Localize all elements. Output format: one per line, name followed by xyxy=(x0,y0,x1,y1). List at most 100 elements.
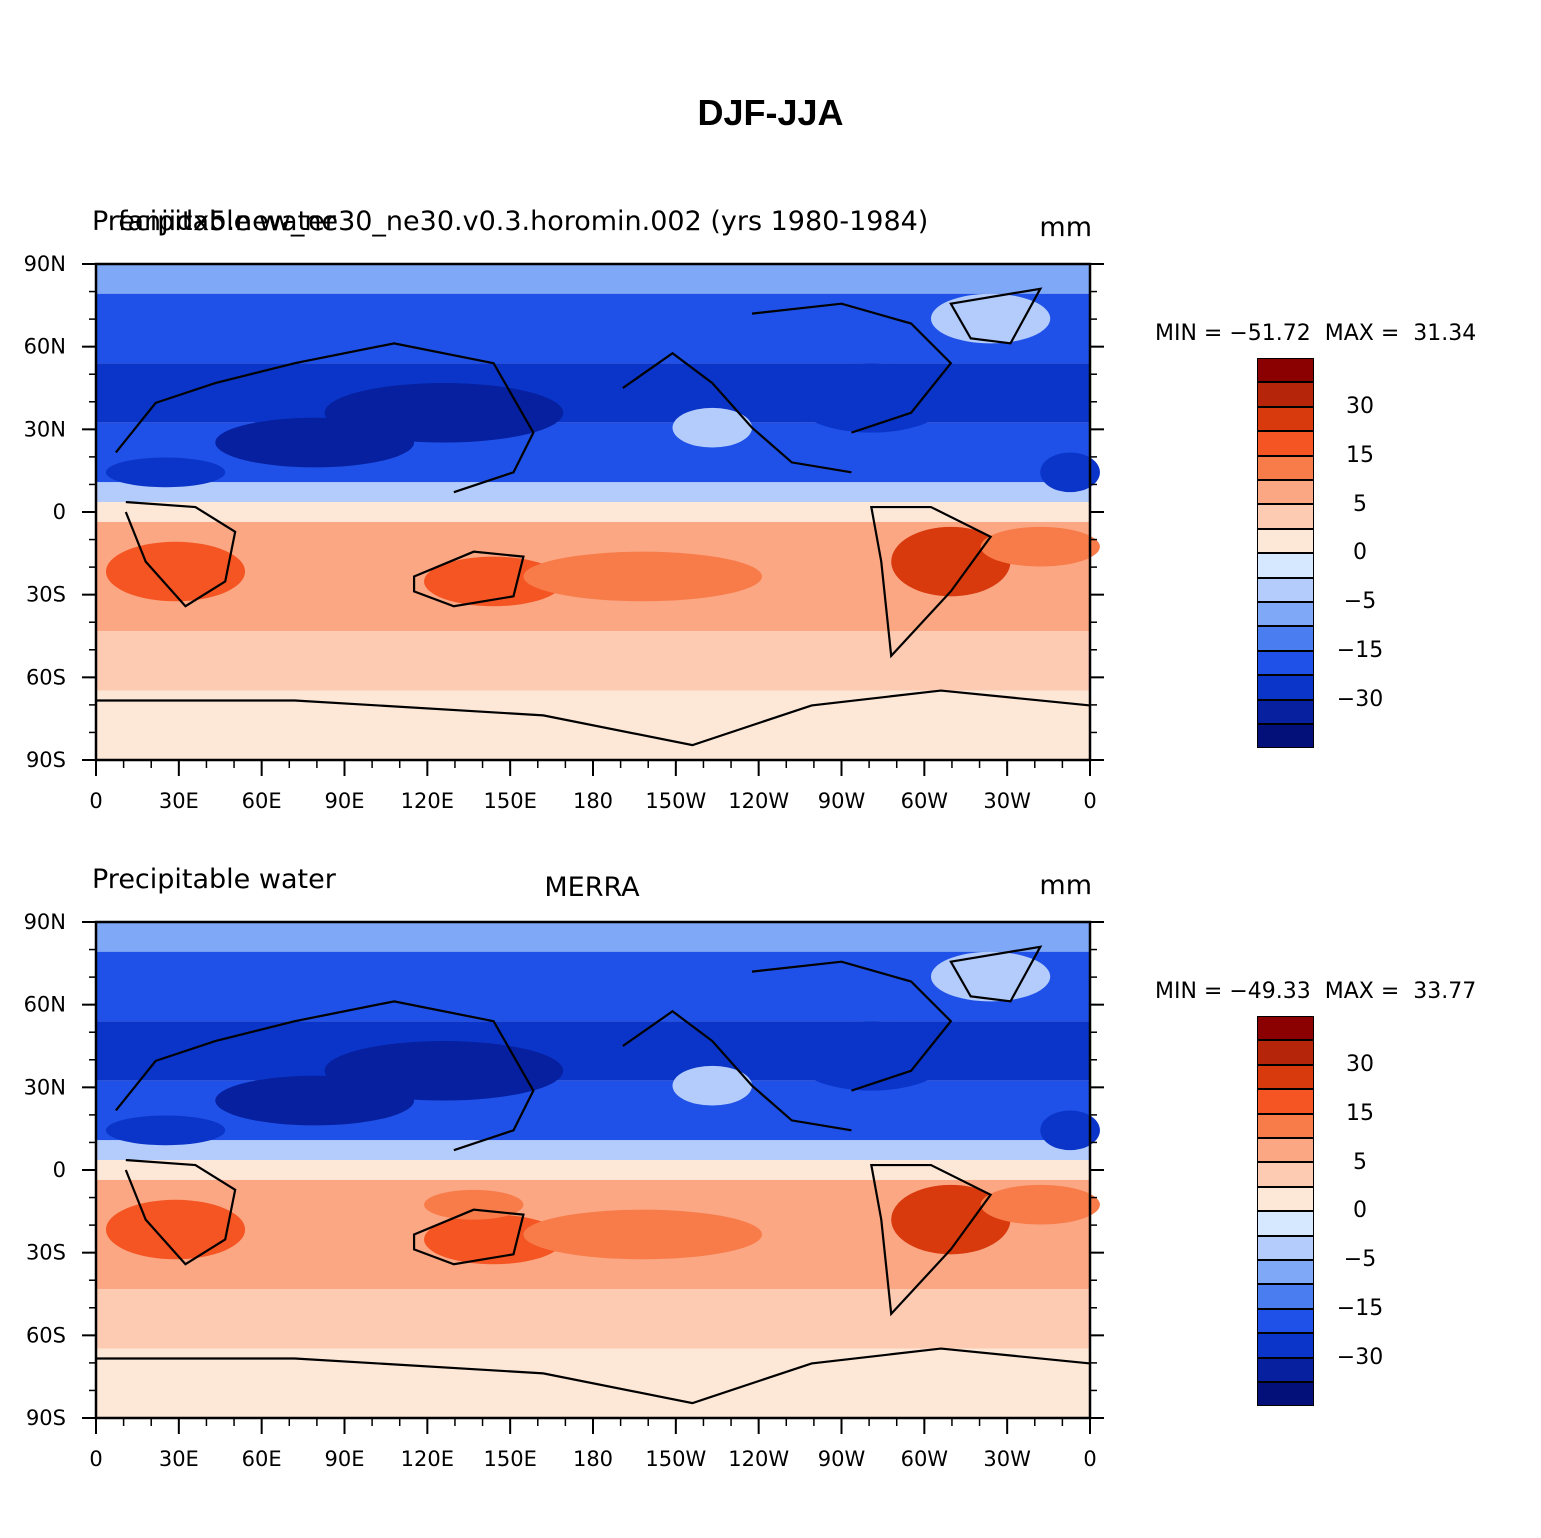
colorbar-swatch xyxy=(1257,1333,1314,1358)
colorbar-swatch xyxy=(1257,602,1314,627)
colorbar-label: 0 xyxy=(1353,1198,1367,1224)
coastline xyxy=(751,302,953,434)
colorbar-swatch xyxy=(1257,1186,1314,1212)
contour-blob xyxy=(105,1115,226,1146)
contour-blob xyxy=(105,541,246,602)
lon-tick-label: 150E xyxy=(483,1447,536,1471)
colorbar-label: 5 xyxy=(1353,1149,1367,1175)
colorbar-label: 15 xyxy=(1346,442,1374,468)
colorbar-label: −15 xyxy=(1336,1296,1384,1321)
contour-band xyxy=(96,922,1090,952)
colorbar-swatch xyxy=(1257,724,1314,749)
colorbar-swatch xyxy=(1257,1284,1314,1309)
colorbar-label: 30 xyxy=(1346,394,1374,419)
colorbar-swatch xyxy=(1257,626,1314,651)
colorbar-swatch xyxy=(1257,431,1314,456)
max-label: MAX = 31.34 xyxy=(1324,321,1477,346)
panel-center-title: fanjidx5.new_ne30_ne30.v0.3.horomin.002 … xyxy=(118,206,928,237)
contour-blob xyxy=(980,526,1100,567)
lat-tick-label: 60N xyxy=(24,993,66,1017)
coastline xyxy=(870,505,993,659)
contour-blob xyxy=(980,1184,1100,1225)
lat-tick-label: 30S xyxy=(26,583,66,607)
coastline xyxy=(96,689,1091,747)
min-label: MIN = −51.72 xyxy=(1154,321,1311,346)
colorbar-label: 5 xyxy=(1353,491,1367,517)
lat-tick-label: 30N xyxy=(24,417,66,441)
lon-tick-label: 60E xyxy=(242,1447,282,1471)
contour-band xyxy=(96,1160,1090,1180)
colorbar-swatch xyxy=(1257,1260,1314,1285)
min-label: MIN = −49.33 xyxy=(1154,979,1311,1004)
lon-tick-label: 60E xyxy=(242,789,282,813)
lon-tick-label: 60W xyxy=(901,789,949,813)
colorbar-swatch xyxy=(1257,480,1314,505)
colorbar-swatch xyxy=(1257,650,1314,676)
lon-tick-label: 90E xyxy=(325,1447,365,1471)
coastline xyxy=(412,550,525,608)
contour-blob xyxy=(523,1209,762,1260)
contour-blob xyxy=(324,1041,564,1101)
map-axes: 90N 60N 30N 0 30S 60S 90S 0 30E 60E 90E 120E 150E 180… xyxy=(24,252,1104,813)
lat-tick-label: 90S xyxy=(26,748,66,772)
lon-tick-label: 30W xyxy=(983,1447,1031,1471)
contour-blob xyxy=(672,407,753,448)
lat-tick-label: 90N xyxy=(24,910,66,934)
map-axes: 90N 60N 30N 0 30S 60S 90S 0 30E 60E 90E 120E 150E 180… xyxy=(24,910,1104,1471)
lon-tick-label: 0 xyxy=(1083,1447,1096,1471)
colorbar-swatch xyxy=(1257,553,1314,578)
contour-blob xyxy=(1040,1110,1100,1151)
coastline xyxy=(870,1163,993,1317)
contour-blob xyxy=(791,363,951,433)
contour-blob xyxy=(791,1021,951,1091)
colorbar-swatch xyxy=(1257,1235,1314,1260)
colorbar-swatch xyxy=(1257,1016,1314,1041)
colorbar-swatch xyxy=(1257,1089,1314,1114)
colorbar-swatch xyxy=(1257,577,1314,602)
contour-blob xyxy=(523,551,762,602)
coastline xyxy=(622,351,852,474)
coastline xyxy=(751,960,953,1092)
panel-merra: Precipitable water MERRA mm 90N 60N 30N 0 30… xyxy=(0,848,1541,1488)
colorbar-swatch xyxy=(1257,504,1314,529)
lat-tick-label: 30N xyxy=(24,1075,66,1099)
map-plot-merra: Precipitable water MERRA mm 90N 60N 30N 0 30… xyxy=(24,864,1104,1471)
lon-tick-label: 120W xyxy=(728,789,789,813)
colorbar-label: −30 xyxy=(1336,686,1384,712)
lon-tick-label: 150W xyxy=(645,1447,706,1471)
contour-band xyxy=(96,482,1090,503)
contour-band xyxy=(96,631,1090,691)
contour-band xyxy=(96,502,1090,522)
coastline xyxy=(124,1158,237,1266)
panel-model: Precipitable water fanjidx5.new_ne30_ne3… xyxy=(0,190,1541,830)
colorbar-swatch xyxy=(1257,528,1314,554)
colorbar-swatch xyxy=(1257,455,1314,480)
contour-blob xyxy=(891,1184,1011,1255)
colorbar-label: 15 xyxy=(1346,1100,1374,1126)
lon-tick-label: 90E xyxy=(325,789,365,813)
colorbar-swatch xyxy=(1257,406,1314,432)
lat-tick-label: 60S xyxy=(26,1323,66,1347)
map-field xyxy=(96,264,1100,760)
contour-band xyxy=(96,293,1090,364)
contour-blob xyxy=(930,951,1051,1002)
lon-tick-label: 150W xyxy=(645,789,706,813)
panel-left-title: Precipitable water xyxy=(92,864,337,895)
contour-blob xyxy=(105,457,226,488)
contour-blob xyxy=(424,1189,524,1220)
colorbar-label: −5 xyxy=(1343,589,1377,615)
coastline xyxy=(115,342,535,494)
contour-blob xyxy=(424,556,564,607)
coastline xyxy=(96,1347,1091,1405)
lat-tick-label: 0 xyxy=(53,1158,66,1182)
lon-tick-label: 60W xyxy=(901,1447,949,1471)
panel-units: mm xyxy=(1039,870,1092,901)
contour-band xyxy=(96,1140,1090,1161)
lon-tick-label: 0 xyxy=(89,1447,102,1471)
lon-tick-label: 0 xyxy=(1083,789,1096,813)
coastline xyxy=(949,287,1043,345)
max-label: MAX = 33.77 xyxy=(1324,979,1477,1004)
colorbar-label: −30 xyxy=(1336,1344,1384,1370)
main-title: DJF-JJA xyxy=(697,92,844,133)
coastline xyxy=(124,500,237,608)
